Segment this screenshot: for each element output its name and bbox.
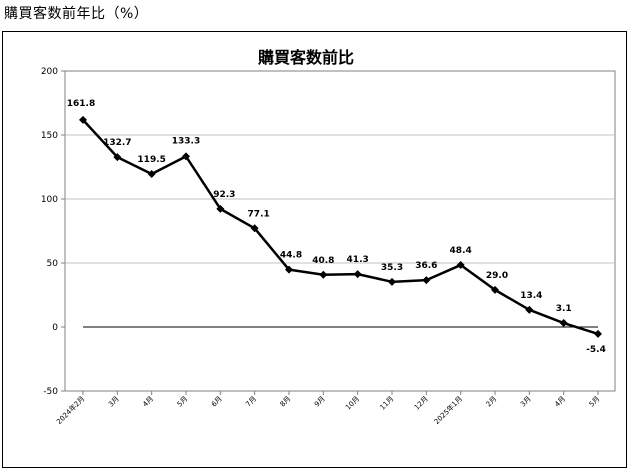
data-point xyxy=(182,152,190,161)
data-label: 44.8 xyxy=(280,251,302,261)
x-tick-label: 4月 xyxy=(141,395,155,409)
plot-area xyxy=(64,70,616,392)
x-tick-label: 2024年2月 xyxy=(54,394,86,426)
data-label: 3.1 xyxy=(556,304,572,314)
x-tick-label: 8月 xyxy=(279,395,293,409)
x-tick-label: 6月 xyxy=(210,395,224,409)
data-point xyxy=(319,270,328,279)
data-point xyxy=(285,265,293,274)
x-tick-label: 2月 xyxy=(485,395,499,409)
data-label: 92.3 xyxy=(213,190,235,200)
chart-frame xyxy=(2,31,627,468)
x-tick-label: 5月 xyxy=(176,395,190,409)
data-point xyxy=(79,115,87,124)
data-label: 77.1 xyxy=(248,209,270,219)
chart-title: 購買客数前比 xyxy=(257,48,354,67)
x-tick-label: 11月 xyxy=(378,395,395,412)
x-tick-label: 4月 xyxy=(553,395,567,409)
x-tick-label: 9月 xyxy=(313,395,327,409)
series-line xyxy=(82,119,599,336)
x-tick-label: 10月 xyxy=(344,395,361,412)
data-point xyxy=(250,224,259,233)
data-point xyxy=(422,276,431,285)
data-point xyxy=(491,285,499,294)
x-tick-label: 3月 xyxy=(107,395,121,409)
data-point xyxy=(147,170,156,179)
data-point xyxy=(559,319,568,328)
y-tick-label: 0 xyxy=(52,323,58,333)
data-label: 161.8 xyxy=(67,99,95,109)
y-tick-label: -50 xyxy=(43,387,58,397)
data-label: -5.4 xyxy=(586,345,606,355)
data-label: 13.4 xyxy=(520,291,542,301)
y-tick-label: 200 xyxy=(41,67,58,77)
x-tick-label: 5月 xyxy=(588,395,602,409)
x-tick-label: 2025年1月 xyxy=(432,394,464,426)
y-tick-label: 150 xyxy=(41,131,58,141)
data-label: 40.8 xyxy=(312,256,334,266)
data-point xyxy=(216,204,225,213)
y-tick-label: 50 xyxy=(47,259,59,269)
x-tick-label: 12月 xyxy=(413,395,430,412)
data-point xyxy=(594,329,602,338)
data-point xyxy=(353,270,362,279)
data-point xyxy=(388,277,396,286)
data-point xyxy=(113,153,122,162)
data-label: 133.3 xyxy=(172,136,200,146)
data-label: 36.6 xyxy=(415,261,437,271)
x-tick-label: 3月 xyxy=(519,395,533,409)
data-point xyxy=(456,261,465,270)
data-label: 119.5 xyxy=(137,155,165,165)
data-point xyxy=(525,305,534,314)
x-tick-label: 7月 xyxy=(244,395,258,409)
y-tick-label: 100 xyxy=(41,195,58,205)
page-heading: 購買客数前年比（%） xyxy=(4,6,149,22)
data-label: 132.7 xyxy=(103,138,131,148)
data-label: 29.0 xyxy=(486,271,508,281)
data-label: 41.3 xyxy=(347,255,369,265)
data-label: 48.4 xyxy=(450,246,472,256)
data-label: 35.3 xyxy=(381,263,403,273)
